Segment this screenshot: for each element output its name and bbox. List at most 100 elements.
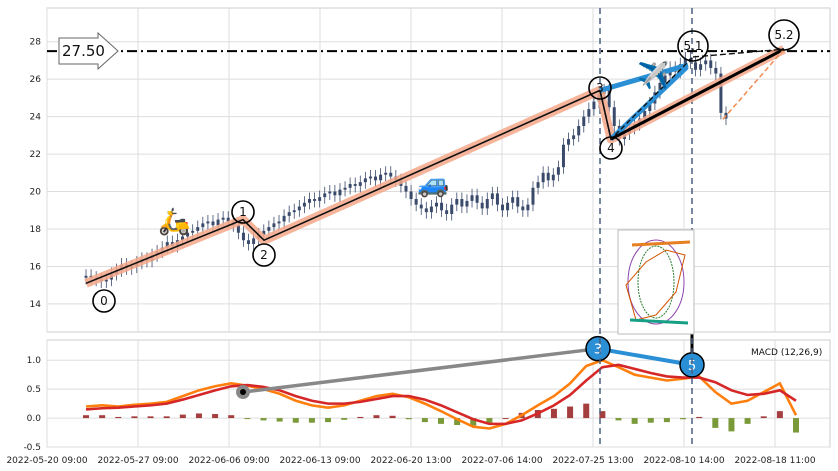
wave-markers: 0 1 2 3 4 5.1 5.2 — [92, 19, 800, 313]
wave-overlays — [47, 8, 830, 447]
macd-line — [85, 363, 797, 426]
candle-body — [511, 197, 515, 203]
lower-y-tick-label: 0.5 — [27, 385, 41, 395]
wave-marker-circle — [92, 289, 116, 313]
upper-panel-frame — [46, 7, 831, 333]
macd-hist-bar — [308, 418, 315, 423]
candle-body — [587, 109, 591, 117]
candle-body — [455, 199, 459, 205]
candle-body — [353, 184, 357, 186]
candle-body — [165, 242, 169, 248]
macd-hist-bar — [83, 415, 89, 419]
candle-body — [348, 184, 352, 188]
macd-hist-bar — [776, 411, 783, 419]
macd-hist-bar — [292, 418, 299, 423]
wave-marker-circle — [588, 76, 612, 100]
macd-wave-line — [597, 346, 693, 367]
lower-panel-grid — [46, 339, 831, 448]
candle-body — [704, 60, 708, 65]
candle-body — [297, 206, 301, 211]
macd-hist-bar — [680, 418, 687, 420]
wave-marker-circle — [677, 30, 709, 62]
macd-wave-circle — [585, 335, 611, 362]
candle-body — [714, 67, 718, 74]
macd-hist-bar — [341, 418, 348, 420]
x-tick-label: 2022-07-25 13:00 — [552, 456, 633, 466]
upper-y-tick-label: 24 — [30, 113, 42, 123]
candle-body — [358, 182, 362, 186]
candle-body — [546, 172, 550, 181]
x-tick-label: 2022-05-20 09:00 — [6, 456, 87, 466]
macd-hist-bar — [502, 418, 509, 420]
candle-body — [419, 204, 423, 209]
candle-body — [582, 116, 586, 126]
x-tick-label: 2022-06-20 13:00 — [370, 456, 451, 466]
candle-body — [282, 215, 286, 222]
macd-lines: 35 — [85, 324, 798, 430]
candle-body — [490, 193, 494, 200]
candle-body — [683, 58, 687, 65]
candle-body — [368, 176, 372, 179]
macd-hist-bar — [567, 406, 574, 419]
macd-hist-bar — [389, 415, 396, 419]
candle-body — [424, 208, 428, 213]
candle-body — [516, 197, 520, 207]
macd-hist-bar — [357, 416, 364, 419]
candle-body — [226, 217, 230, 222]
macd-hist-bar — [744, 418, 751, 424]
wave-marker-circle — [768, 19, 800, 51]
candle-body — [460, 199, 464, 207]
candle-body — [648, 103, 652, 112]
candle-body — [485, 199, 489, 209]
macd-hist-bar — [421, 418, 428, 423]
candle-body — [607, 90, 611, 108]
candle-body — [536, 182, 540, 188]
candle-body — [292, 210, 296, 213]
macd-hist-bar — [131, 416, 138, 419]
candle-body — [434, 202, 438, 207]
lower-panel-frame — [46, 339, 831, 448]
wave-marker-label: 3 — [596, 81, 604, 95]
candle-body — [338, 189, 342, 196]
candle-body — [252, 238, 256, 244]
candle-body — [241, 232, 245, 241]
wave-marker-circle — [252, 243, 276, 267]
candle-body — [592, 101, 596, 110]
macd-legend-label: MACD (12,26,9) — [751, 348, 822, 358]
candle-body — [206, 221, 210, 224]
candle-body — [506, 202, 510, 211]
candle-body — [287, 212, 291, 216]
candle-body — [247, 240, 251, 244]
upper-y-axis: 14 16 18 20 22 24 26 28 — [30, 38, 42, 310]
candle-body — [709, 60, 713, 68]
macd-hist-bar — [405, 418, 412, 420]
candle-body — [465, 200, 469, 207]
wave-marker-label: 2 — [260, 248, 268, 262]
candle-body — [196, 227, 200, 231]
candle-body — [429, 206, 433, 213]
candle-body — [216, 219, 220, 226]
macd-hist-bar — [647, 418, 654, 423]
impulse-4-5 — [610, 47, 785, 141]
macd-histogram — [83, 403, 799, 433]
candle-body — [694, 62, 698, 70]
candle-body — [719, 73, 723, 113]
macd-hist-bar — [373, 415, 380, 419]
candle-body — [262, 230, 266, 235]
candle-body — [267, 227, 271, 231]
macd-divergence-line — [242, 346, 599, 394]
upper-y-tick-label: 14 — [30, 300, 42, 310]
macd-hist-bar — [276, 418, 283, 422]
macd-wave-label: 5 — [688, 359, 696, 374]
macd-hist-bar — [244, 418, 251, 420]
price-line-badge: 27.50 — [58, 31, 119, 71]
candle-body — [612, 107, 616, 126]
macd-hist-bar — [615, 418, 622, 421]
macd-line — [85, 358, 798, 430]
candle-body — [521, 206, 525, 211]
candle-body — [567, 139, 571, 145]
candle-body — [409, 191, 413, 200]
candle-body — [333, 191, 337, 196]
candle-body — [404, 185, 408, 192]
